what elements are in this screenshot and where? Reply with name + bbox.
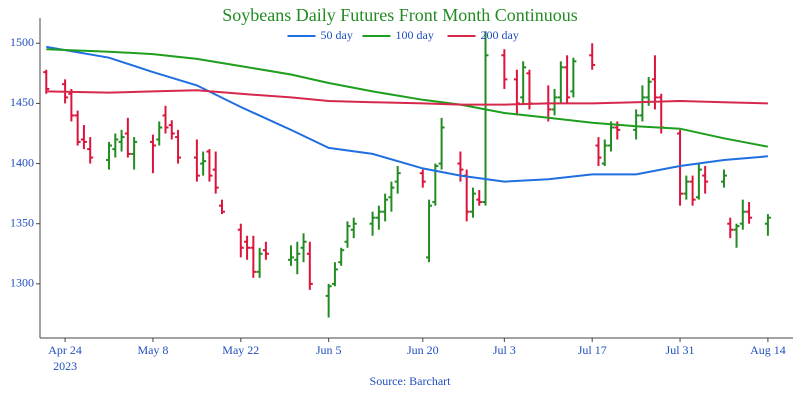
y-tick-label: 1450	[10, 95, 34, 109]
legend-label: 100 day	[396, 28, 434, 42]
x-tick-label: May 8	[137, 343, 168, 357]
ma-line	[46, 45, 768, 183]
x-tick-label: Jun 20	[407, 343, 439, 357]
ma-line	[46, 48, 769, 148]
x-axis-year: 2023	[53, 359, 77, 373]
x-tick-label: Apr 24	[48, 343, 82, 357]
x-tick-label: Jul 17	[578, 343, 607, 357]
chart-title: Soybeans Daily Futures Front Month Conti…	[222, 5, 578, 25]
y-tick-label: 1500	[10, 35, 34, 49]
y-tick-label: 1350	[10, 215, 34, 229]
y-tick-label: 1300	[10, 276, 34, 290]
x-tick-label: Jul 31	[666, 343, 695, 357]
x-tick-label: Jun 5	[316, 343, 342, 357]
x-tick-label: May 22	[222, 343, 259, 357]
source-note: Source: Barchart	[370, 374, 452, 388]
ma-line	[46, 89, 768, 106]
legend-label: 50 day	[321, 28, 353, 42]
legend-label: 200 day	[481, 28, 519, 42]
x-tick-label: Aug 14	[750, 343, 786, 357]
y-tick-label: 1400	[10, 155, 34, 169]
x-tick-label: Jul 3	[493, 343, 516, 357]
